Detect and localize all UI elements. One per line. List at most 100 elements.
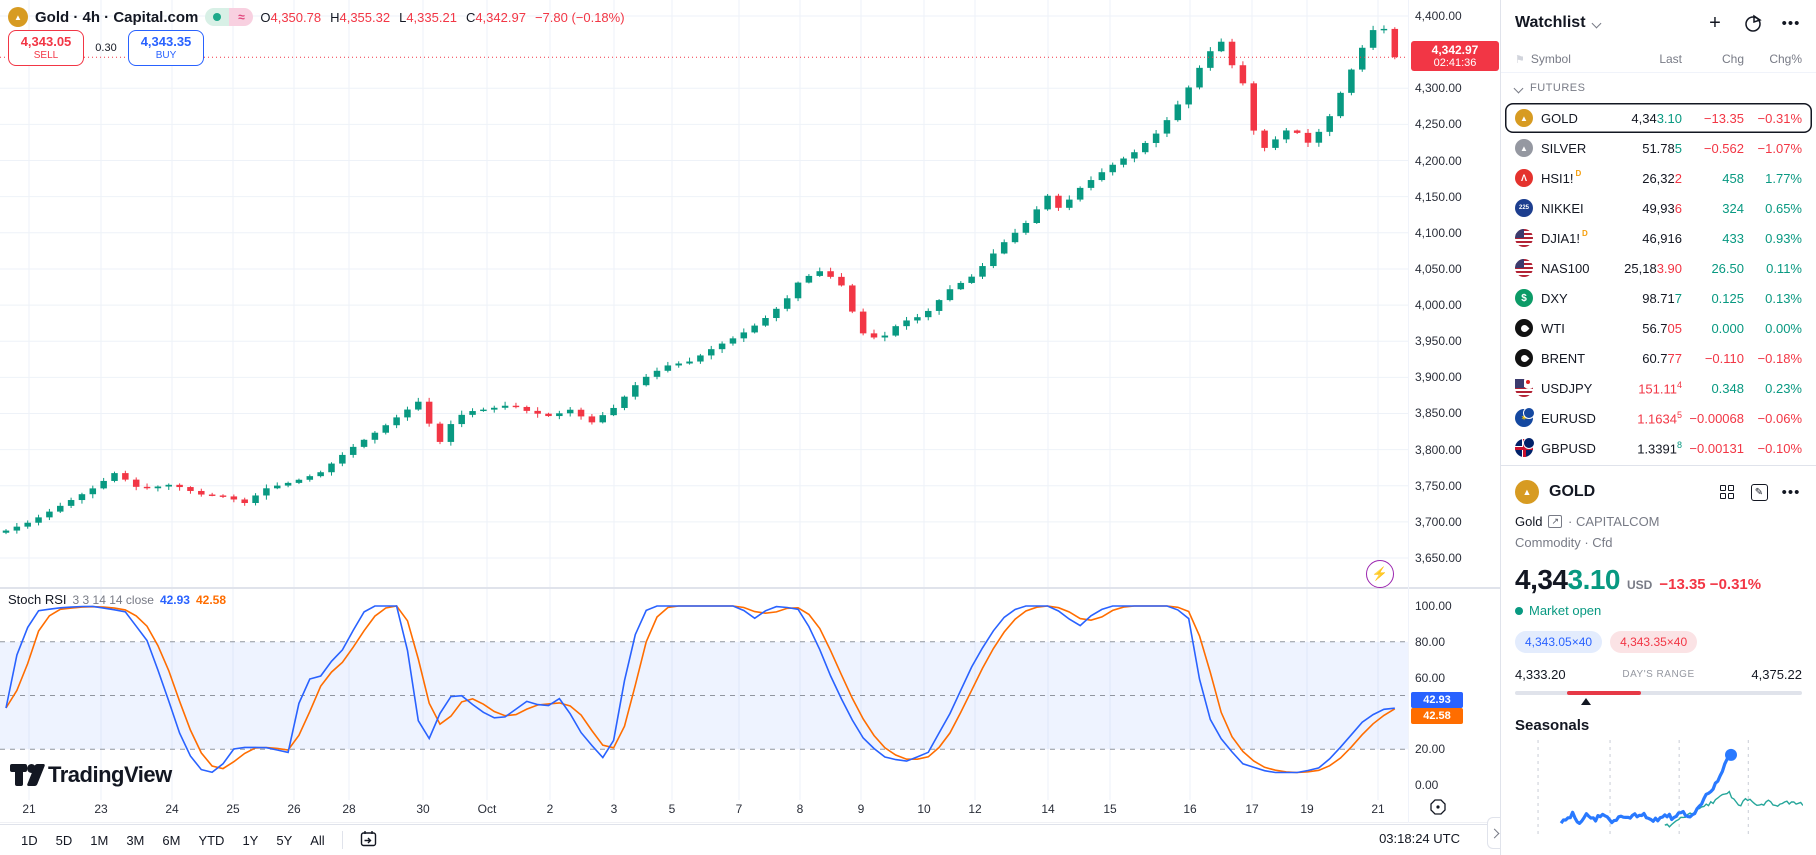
row-chg: 324 — [1722, 200, 1744, 216]
panel-collapse-button[interactable] — [1487, 817, 1501, 849]
stoch-rsi-legend[interactable]: Stoch RSI 3 3 14 14 close 42.93 42.58 — [8, 592, 226, 607]
range-marker-icon — [1581, 698, 1591, 705]
row-last: 51.785 — [1642, 140, 1682, 156]
watchlist-menu-button[interactable]: ••• — [1781, 14, 1801, 32]
watchlist-row-hsi1[interactable]: Λ HSI1! D 26,322 458 1.77% — [1505, 163, 1812, 193]
row-symbol: GBPUSD — [1541, 440, 1596, 456]
stoch-d-badge: 42.58 — [1411, 708, 1463, 725]
row-chg-pct: −0.31% — [1757, 110, 1802, 126]
chevron-down-icon — [1591, 18, 1601, 28]
time-axis-label: 12 — [968, 802, 982, 816]
range-button-1d[interactable]: 1D — [21, 832, 38, 848]
go-to-date-button[interactable] — [351, 826, 386, 854]
detail-symbol-desc[interactable]: Gold — [1515, 514, 1543, 529]
row-last: 56.705 — [1642, 320, 1682, 336]
row-chg-pct: −0.18% — [1757, 350, 1802, 366]
add-symbol-button[interactable]: + — [1709, 12, 1721, 34]
sell-button[interactable]: 4,343.05 SELL — [8, 30, 84, 66]
price-axis-label: 4,300.00 — [1415, 81, 1462, 96]
detail-instrument-type: Commodity · Cfd — [1515, 535, 1613, 550]
column-chg[interactable]: Chg — [1721, 52, 1744, 66]
range-button-1y[interactable]: 1Y — [242, 832, 259, 848]
range-high: 4,375.22 — [1751, 667, 1802, 682]
column-last[interactable]: Last — [1659, 52, 1682, 66]
buy-button[interactable]: 4,343.35 BUY — [128, 30, 204, 66]
row-last: 60.777 — [1642, 350, 1682, 366]
row-last: 46,916 — [1642, 230, 1682, 246]
timezone-button[interactable] — [1429, 798, 1447, 819]
row-chg-pct: −0.10% — [1757, 440, 1802, 456]
price-axis-label: 3,800.00 — [1415, 442, 1462, 457]
row-symbol: USDJPY — [1541, 380, 1593, 396]
row-last: 49,936 — [1642, 200, 1682, 216]
symbol-title[interactable]: Gold · 4h · Capital.com — [35, 8, 199, 26]
time-axis[interactable]: 21 23 24 25 26 28 30 Oct 2 3 5 7 8 9 10 12 14 15 16 17 19 21 — [0, 796, 1500, 824]
row-chg: −0.562 — [1703, 140, 1744, 156]
range-button-all[interactable]: All — [310, 832, 325, 848]
us-icon — [1515, 259, 1533, 277]
detail-menu-button[interactable]: ••• — [1781, 483, 1801, 501]
utc-clock[interactable]: 03:18:24 UTC — [1379, 831, 1460, 846]
column-chg-pct[interactable]: Chg% — [1769, 52, 1802, 66]
watchlist-row-gold[interactable]: ▲ GOLD 4,343.10 −13.35 −0.31% — [1505, 103, 1812, 133]
indicator-axis-label: 60.00 — [1415, 670, 1446, 685]
watchlist-row-usdjpy[interactable]: USDJPY 151.114 0.348 0.23% — [1505, 373, 1812, 403]
sell-label: SELL — [33, 49, 59, 61]
range-button-1m[interactable]: 1M — [90, 832, 109, 848]
time-axis-label: 14 — [1041, 802, 1055, 816]
row-symbol: NAS100 — [1541, 260, 1590, 276]
tradingview-logo[interactable]: TradingView — [10, 762, 172, 788]
range-label: DAY'S RANGE — [1622, 669, 1695, 680]
delayed-data-icon: ≈ — [229, 8, 254, 26]
watchlist-row-nikkei[interactable]: 225 NIKKEI 49,936 324 0.65% — [1505, 193, 1812, 223]
indicator-axis-label: 100.00 — [1415, 599, 1452, 613]
time-axis-label: 17 — [1245, 802, 1259, 816]
sector-chart-button[interactable] — [1742, 12, 1764, 34]
lightning-trade-button[interactable]: ⚡ — [1366, 560, 1394, 588]
watchlist-row-eurusd[interactable]: ✶ EURUSD 1.16345 −0.00068 −0.06% — [1505, 403, 1812, 433]
usdjpy-icon — [1515, 377, 1535, 397]
range-button-3m[interactable]: 3M — [126, 832, 145, 848]
time-axis-label: Oct — [477, 802, 497, 816]
seasonals-chart — [1537, 740, 1804, 834]
watchlist-title-dropdown[interactable]: Watchlist — [1515, 14, 1601, 32]
watchlist-row-silver[interactable]: ▲ SILVER 51.785 −0.562 −1.07% — [1505, 133, 1812, 163]
indicator-name: Stoch RSI — [8, 592, 67, 607]
watchlist-row-nas100[interactable]: NAS100 25,183.90 26.50 0.11% — [1505, 253, 1812, 283]
range-button-6m[interactable]: 6M — [162, 832, 181, 848]
chart-area[interactable]: ▲ Gold · 4h · Capital.com ≈ O4,350.78 H4,… — [0, 0, 1501, 855]
range-button-ytd[interactable]: YTD — [198, 832, 225, 848]
ask-pill[interactable]: 4,343.35×40 — [1610, 631, 1698, 653]
price-axis-label: 3,850.00 — [1415, 406, 1462, 421]
time-axis-label: 2 — [546, 802, 554, 816]
watchlist-row-dxy[interactable]: $ DXY 98.717 0.125 0.13% — [1505, 283, 1812, 313]
watchlist-row-wti[interactable]: WTI 56.705 0.000 0.00% — [1505, 313, 1812, 343]
row-chg-pct: 0.11% — [1766, 260, 1802, 276]
silver-icon: ▲ — [1515, 139, 1533, 157]
watchlist-row-djia1[interactable]: DJIA1! D 46,916 433 0.93% — [1505, 223, 1812, 253]
calendar-arrow-icon — [360, 831, 376, 847]
time-axis-label: 26 — [287, 802, 301, 816]
futures-section-toggle[interactable]: FUTURES — [1501, 73, 1816, 103]
status-pill[interactable]: ≈ — [205, 8, 254, 26]
days-range-bar — [1515, 691, 1802, 705]
toolbar-divider — [341, 831, 343, 849]
column-symbol[interactable]: Symbol — [1530, 52, 1571, 66]
time-axis-label: 16 — [1183, 802, 1197, 816]
bid-pill[interactable]: 4,343.05×40 — [1515, 631, 1603, 653]
watchlist-row-brent[interactable]: BRENT 60.777 −0.110 −0.18% — [1505, 343, 1812, 373]
time-axis-label: 21 — [22, 802, 36, 816]
watchlist-row-gbpusd[interactable]: GBPUSD 1.33918 −0.00131 −0.10% — [1505, 433, 1812, 463]
chart-legend: ▲ Gold · 4h · Capital.com ≈ O4,350.78 H4,… — [8, 5, 625, 29]
grid-layout-button[interactable] — [1716, 481, 1738, 503]
row-chg-pct: 0.13% — [1765, 290, 1802, 306]
external-link-icon[interactable]: ↗ — [1548, 515, 1563, 528]
range-button-5y[interactable]: 5Y — [276, 832, 293, 848]
gbpusd-icon — [1515, 437, 1535, 457]
price-axis[interactable]: 4,400.00 4,300.00 4,250.00 4,200.00 4,150.00… — [1408, 0, 1501, 823]
main-chart-canvas[interactable] — [0, 0, 1500, 823]
range-button-5d[interactable]: 5D — [55, 832, 73, 848]
row-symbol: EURUSD — [1541, 410, 1596, 426]
edit-button[interactable]: ✎ — [1748, 481, 1770, 503]
price-axis-label: 4,200.00 — [1415, 153, 1462, 168]
